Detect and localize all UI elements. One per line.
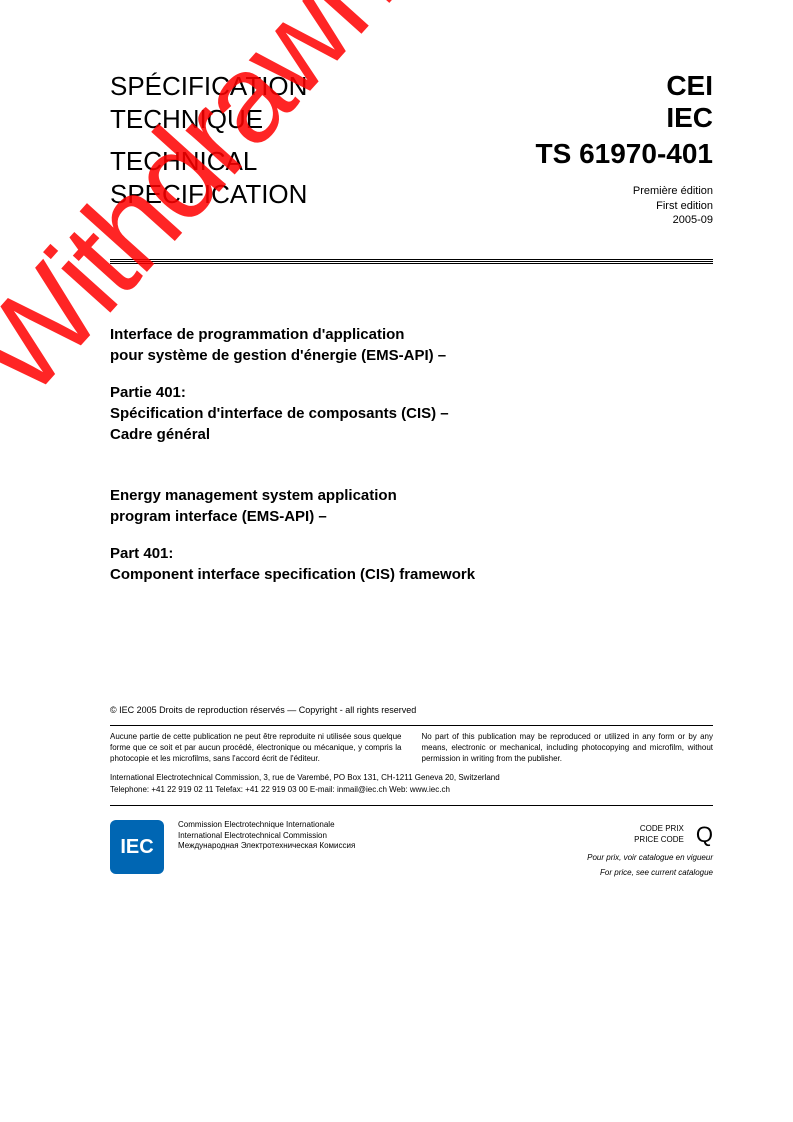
copyright-columns: Aucune partie de cette publication ne pe… — [110, 732, 713, 764]
doc-type-fr-1: SPÉCIFICATION — [110, 70, 307, 103]
rule-line — [110, 259, 713, 260]
title-en-main: Energy management system application pro… — [110, 485, 713, 527]
price-box: CODE PRIX PRICE CODE Q Pour prix, voir c… — [587, 820, 713, 879]
rule-line — [110, 263, 713, 264]
rule-line — [110, 725, 713, 726]
title-en-part: Part 401: Component interface specificat… — [110, 543, 713, 585]
title-text: Energy management system application — [110, 485, 713, 506]
title-text: Interface de programmation d'application — [110, 324, 713, 345]
triple-rule-block — [110, 259, 713, 264]
price-label-en: PRICE CODE — [634, 835, 684, 846]
rule-line — [110, 261, 713, 262]
doc-type-titles: SPÉCIFICATION TECHNIQUE TECHNICAL SPECIF… — [110, 70, 307, 210]
address-line: International Electrotechnical Commissio… — [110, 772, 713, 783]
price-line: CODE PRIX PRICE CODE Q — [587, 820, 713, 850]
header-right: CEI IEC TS 61970-401 Première édition Fi… — [536, 70, 713, 227]
title-text: Partie 401: — [110, 382, 713, 403]
edition-date: 2005-09 — [536, 213, 713, 227]
title-text: program interface (EMS-API) – — [110, 506, 713, 527]
title-fr-part: Partie 401: Spécification d'interface de… — [110, 382, 713, 445]
document-page: SPÉCIFICATION TECHNIQUE TECHNICAL SPECIF… — [0, 0, 793, 1122]
doc-type-en-1: TECHNICAL — [110, 145, 307, 178]
title-text: Part 401: — [110, 543, 713, 564]
footer-row: IEC Commission Electrotechnique Internat… — [110, 820, 713, 879]
address-line: Telephone: +41 22 919 02 11 Telefax: +41… — [110, 784, 713, 795]
title-text: Spécification d'interface de composants … — [110, 403, 713, 424]
title-text: Component interface specification (CIS) … — [110, 564, 713, 585]
price-code: Q — [696, 820, 713, 850]
address-block: International Electrotechnical Commissio… — [110, 772, 713, 794]
price-note-en: For price, see current catalogue — [587, 868, 713, 879]
title-block: Interface de programmation d'application… — [110, 324, 713, 585]
title-text: Cadre général — [110, 424, 713, 445]
copyright-main: © IEC 2005 Droits de reproduction réserv… — [110, 705, 713, 717]
iec-logo-icon: IEC — [110, 820, 164, 874]
header: SPÉCIFICATION TECHNIQUE TECHNICAL SPECIF… — [110, 70, 713, 227]
copyright-fr: Aucune partie de cette publication ne pe… — [110, 732, 402, 764]
doc-type-fr-2: TECHNIQUE — [110, 103, 307, 136]
org-code-fr: CEI — [536, 70, 713, 102]
rule-line — [110, 805, 713, 806]
copyright-section: © IEC 2005 Droits de reproduction réserv… — [110, 705, 713, 879]
doc-type-en-2: SPECIFICATION — [110, 178, 307, 211]
edition-fr: Première édition — [536, 184, 713, 198]
title-text: pour système de gestion d'énergie (EMS-A… — [110, 345, 713, 366]
price-note-fr: Pour prix, voir catalogue en vigueur — [587, 853, 713, 864]
edition-block: Première édition First edition 2005-09 — [536, 184, 713, 227]
org-name-fr: Commission Electrotechnique Internationa… — [178, 820, 573, 831]
org-code-en: IEC — [536, 102, 713, 134]
org-name-ru: Международная Электротехническая Комисси… — [178, 841, 573, 852]
org-name-en: International Electrotechnical Commissio… — [178, 831, 573, 842]
title-fr-main: Interface de programmation d'application… — [110, 324, 713, 366]
edition-en: First edition — [536, 199, 713, 213]
price-label-fr: CODE PRIX — [634, 824, 684, 835]
org-names: Commission Electrotechnique Internationa… — [178, 820, 573, 852]
copyright-en: No part of this publication may be repro… — [422, 732, 714, 764]
standard-code: TS 61970-401 — [536, 138, 713, 170]
